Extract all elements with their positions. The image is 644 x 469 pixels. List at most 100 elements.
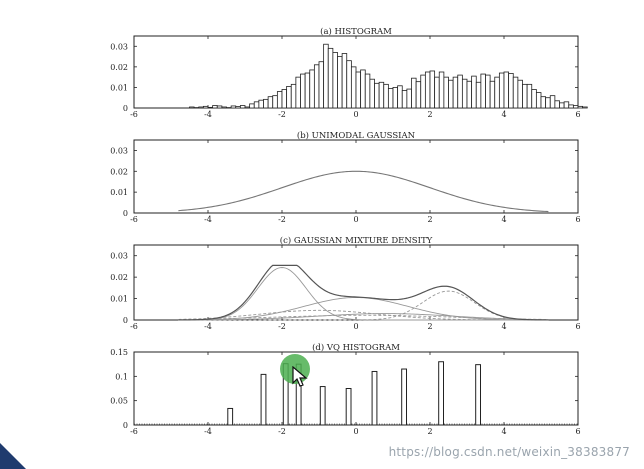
histogram-bar	[572, 105, 579, 109]
histogram-bar	[443, 76, 449, 109]
y-tick-label: 0.01	[110, 295, 128, 304]
histogram-bar	[216, 105, 223, 109]
x-tick-label: 0	[353, 322, 358, 331]
histogram-bar	[313, 64, 320, 109]
vq-bar	[475, 364, 482, 426]
histogram-bar	[281, 89, 288, 109]
y-tick-label: 0	[123, 421, 128, 430]
vq-bar	[227, 407, 234, 426]
histogram-bar	[420, 74, 426, 109]
histogram-bar	[355, 71, 362, 109]
vq-bar	[319, 386, 326, 426]
histogram-bar	[337, 56, 343, 109]
x-tick-label: 2	[427, 110, 432, 119]
x-tick-label: 4	[501, 427, 506, 436]
histogram-bar	[327, 47, 334, 109]
histogram-bar	[189, 106, 195, 109]
histogram-bar	[415, 81, 422, 109]
histogram-bar	[392, 87, 399, 109]
mouse-pointer-icon	[292, 366, 308, 387]
y-tick-label: 0.03	[110, 252, 128, 261]
histogram-bar	[448, 79, 454, 109]
histogram-bar	[387, 88, 394, 109]
histogram-bar	[198, 106, 204, 109]
y-tick-label: 0.02	[110, 273, 128, 282]
histogram-bar	[286, 86, 292, 109]
histogram-bar	[461, 78, 468, 109]
histogram-bar	[212, 105, 218, 109]
histogram-bar	[549, 95, 556, 109]
histogram-bar	[485, 74, 491, 109]
histogram-bar	[438, 71, 445, 109]
y-tick-label: 0.02	[110, 167, 128, 176]
y-tick-label: 0.01	[110, 83, 128, 92]
x-tick-label: -4	[204, 110, 212, 119]
histogram-bar	[568, 104, 574, 109]
y-tick-label: 0.1	[115, 372, 128, 381]
histogram-bar	[360, 69, 366, 109]
histogram-bar	[508, 73, 514, 109]
x-tick-label: 6	[575, 322, 580, 331]
histogram-bar	[563, 101, 570, 109]
vq-bar	[345, 388, 352, 426]
histogram-bar	[545, 97, 551, 109]
histogram-bar	[253, 101, 260, 109]
x-tick-label: 0	[353, 215, 358, 224]
y-tick-label: 0.15	[110, 348, 128, 357]
chart-title: (d) VQ HISTOGRAM	[312, 342, 400, 353]
gaussian-curve	[178, 170, 549, 213]
histogram-bar	[263, 98, 269, 109]
histogram-bar	[221, 106, 227, 109]
panel-vq-histogram: (d) VQ HISTOGRAM -6 -4 -2 0 2 4 6 0 0.05 0.1 0.15	[110, 342, 580, 436]
chart-title: (a) HISTOGRAM	[320, 26, 392, 37]
histogram-bar	[346, 60, 352, 109]
vq-bar	[438, 361, 445, 426]
watermark-text: https://blog.csdn.net/weixin_38383877	[388, 445, 630, 459]
histogram-bar	[475, 81, 482, 109]
x-tick-label: 0	[353, 427, 358, 436]
x-tick-label: -4	[204, 322, 212, 331]
histogram-bar	[522, 83, 528, 109]
y-tick-label: 0.05	[110, 397, 128, 406]
histogram-bar	[406, 88, 412, 109]
histogram-bar	[267, 96, 274, 109]
x-tick-label: -6	[130, 427, 138, 436]
histogram-bar	[276, 91, 283, 109]
histogram-bar	[258, 99, 264, 109]
histogram-bar	[295, 76, 301, 109]
histogram-bar	[304, 72, 311, 109]
panel-gaussian-mixture: (c) GAUSSIAN MIXTURE DENSITY -6 -4 -2 0 2 4 6 0 0…	[110, 235, 580, 331]
histogram-bar	[452, 76, 459, 109]
histogram-bar	[411, 77, 417, 109]
chart-title: (b) UNIMODAL GAUSSIAN	[297, 130, 416, 141]
x-tick-label: -4	[204, 215, 212, 224]
x-tick-label: -4	[204, 427, 212, 436]
histogram-bar	[489, 80, 496, 109]
histogram-bar	[471, 75, 477, 109]
histogram-bar	[374, 82, 380, 109]
histogram-bar	[466, 80, 473, 109]
y-tick-label: 0	[123, 104, 128, 113]
panel-unimodal-gaussian: (b) UNIMODAL GAUSSIAN -6 -4 -2 0 2 4 6 0 0.01 0.02…	[110, 130, 580, 224]
x-tick-label: 6	[575, 110, 580, 119]
x-tick-label: 2	[427, 427, 432, 436]
plot-frame	[133, 139, 579, 214]
histogram-bar	[364, 73, 371, 109]
x-tick-label: 6	[575, 215, 580, 224]
x-tick-label: -6	[130, 110, 138, 119]
x-tick-label: -2	[278, 427, 286, 436]
y-tick-label: 0.03	[110, 146, 128, 155]
x-tick-label: 4	[501, 110, 506, 119]
mixture-density-curve	[178, 264, 549, 321]
histogram-bar	[332, 52, 338, 109]
histogram-bar	[503, 71, 510, 109]
x-tick-label: -6	[130, 322, 138, 331]
histogram-bar	[457, 74, 463, 109]
histogram-bar	[540, 96, 547, 109]
x-tick-label: 4	[501, 215, 506, 224]
histogram-bar	[401, 90, 408, 109]
vq-bar	[260, 373, 267, 426]
panel-histogram: (a) HISTOGRAM -6 -4 -2 0 2 4 6 0 0.01 0.02 0.03	[110, 26, 588, 119]
histogram-bar	[318, 61, 325, 109]
